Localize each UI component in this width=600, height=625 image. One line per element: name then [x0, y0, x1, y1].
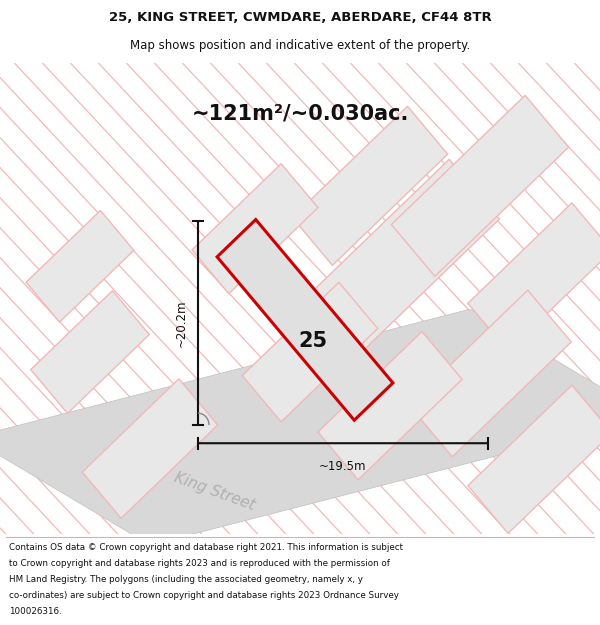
Polygon shape: [409, 290, 571, 457]
Text: ~19.5m: ~19.5m: [319, 461, 367, 473]
Polygon shape: [217, 219, 393, 420]
Polygon shape: [292, 106, 448, 266]
Text: 25: 25: [298, 331, 328, 351]
Polygon shape: [192, 164, 318, 294]
Polygon shape: [31, 291, 149, 414]
Text: HM Land Registry. The polygons (including the associated geometry, namely x, y: HM Land Registry. The polygons (includin…: [9, 575, 363, 584]
Text: ~20.2m: ~20.2m: [175, 299, 188, 347]
Text: Contains OS data © Crown copyright and database right 2021. This information is : Contains OS data © Crown copyright and d…: [9, 543, 403, 552]
Polygon shape: [242, 282, 378, 422]
Text: 100026316.: 100026316.: [9, 607, 62, 616]
Polygon shape: [82, 379, 218, 518]
Text: 25, KING STREET, CWMDARE, ABERDARE, CF44 8TR: 25, KING STREET, CWMDARE, ABERDARE, CF44…: [109, 11, 491, 24]
Text: to Crown copyright and database rights 2023 and is reproduced with the permissio: to Crown copyright and database rights 2…: [9, 559, 390, 568]
Polygon shape: [0, 309, 600, 545]
Polygon shape: [468, 385, 600, 534]
Polygon shape: [301, 159, 499, 362]
Text: Map shows position and indicative extent of the property.: Map shows position and indicative extent…: [130, 39, 470, 51]
Polygon shape: [468, 203, 600, 351]
Polygon shape: [318, 331, 462, 480]
Polygon shape: [391, 96, 569, 276]
Text: co-ordinates) are subject to Crown copyright and database rights 2023 Ordnance S: co-ordinates) are subject to Crown copyr…: [9, 591, 399, 600]
Text: King Street: King Street: [172, 470, 257, 513]
Text: ~121m²/~0.030ac.: ~121m²/~0.030ac.: [191, 104, 409, 124]
Polygon shape: [26, 211, 134, 322]
